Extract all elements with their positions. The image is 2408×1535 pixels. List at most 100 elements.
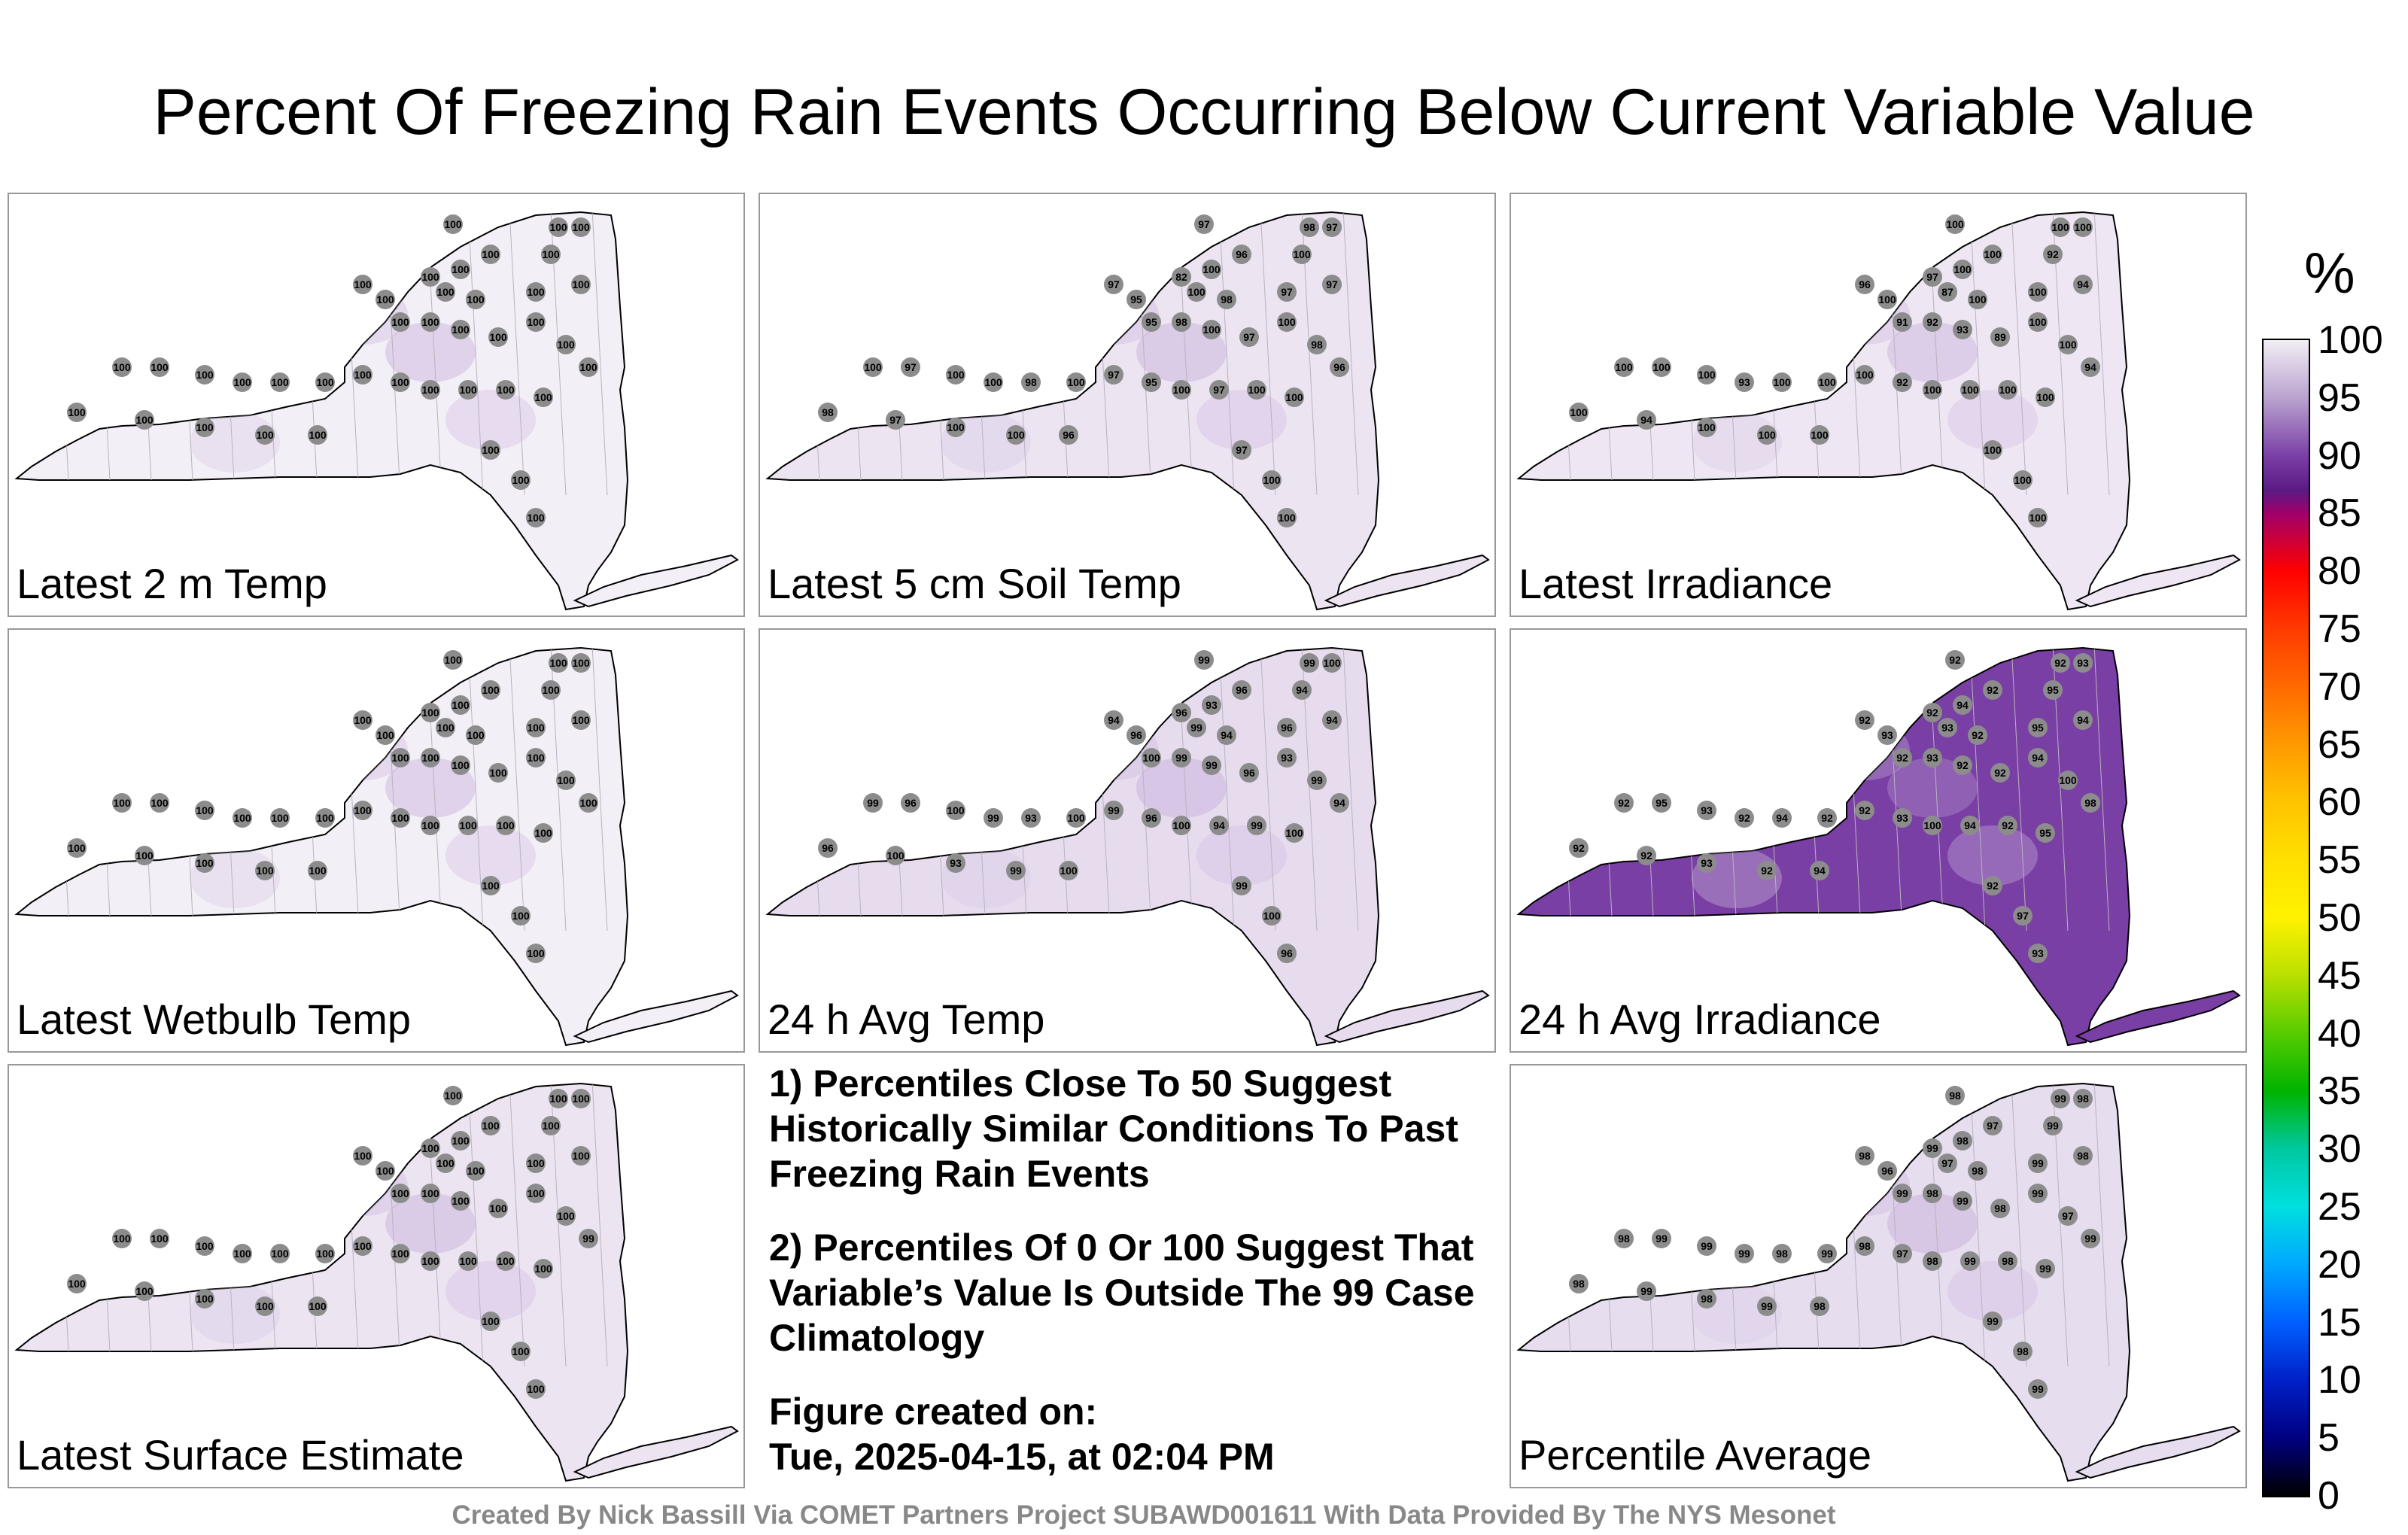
shading-region bbox=[1887, 1193, 1978, 1254]
station-marker bbox=[308, 1296, 327, 1316]
station-marker bbox=[1247, 380, 1266, 400]
station-marker bbox=[443, 214, 463, 234]
station-marker bbox=[315, 372, 335, 392]
station-marker bbox=[1330, 357, 1349, 377]
station-value: 92 bbox=[1972, 729, 1984, 741]
station-marker bbox=[2028, 748, 2048, 768]
state-map: 100 100 100 100 100 100 100 100 100 100 100 100 100 1… bbox=[14, 646, 739, 1047]
state-outline bbox=[1516, 1082, 2131, 1482]
station-value: 100 bbox=[256, 1300, 274, 1312]
station-marker bbox=[1614, 1229, 1634, 1248]
station-marker bbox=[1757, 861, 1777, 880]
station-value: 100 bbox=[497, 819, 515, 831]
station-marker bbox=[2073, 1146, 2093, 1166]
station-value: 92 bbox=[2002, 819, 2014, 831]
station-value: 100 bbox=[354, 714, 372, 726]
station-marker bbox=[1990, 1199, 2010, 1218]
station-marker bbox=[1960, 1251, 1980, 1271]
station-value: 99 bbox=[2047, 1120, 2059, 1132]
station-value: 100 bbox=[557, 774, 575, 786]
station-value: 100 bbox=[1202, 263, 1221, 275]
station-marker bbox=[1292, 680, 1312, 700]
shading-region bbox=[1136, 758, 1227, 818]
station-marker bbox=[2058, 335, 2078, 354]
colorbar-segment bbox=[2264, 860, 2309, 918]
station-value: 100 bbox=[271, 1248, 289, 1260]
station-marker bbox=[1983, 1116, 2002, 1135]
station-value: 100 bbox=[1652, 361, 1671, 373]
station-marker bbox=[1735, 372, 1754, 392]
station-marker bbox=[2043, 680, 2063, 700]
station-value: 89 bbox=[1994, 331, 2006, 343]
station-marker bbox=[1810, 861, 1829, 880]
station-value: 100 bbox=[316, 1248, 334, 1260]
station-value: 100 bbox=[1067, 376, 1085, 388]
station-marker bbox=[481, 680, 500, 700]
station-value: 99 bbox=[1956, 1195, 1969, 1207]
colorbar-segment bbox=[2264, 918, 2309, 976]
station-marker bbox=[1300, 653, 1319, 673]
long-island-outline bbox=[2075, 989, 2241, 1044]
station-value: 98 bbox=[1972, 1165, 1984, 1177]
station-value: 98 bbox=[2077, 1093, 2089, 1105]
station-marker bbox=[1998, 1251, 2017, 1271]
station-value: 100 bbox=[309, 1300, 327, 1312]
state-outline bbox=[1516, 211, 2131, 611]
station-marker bbox=[481, 1116, 500, 1135]
colorbar-segment bbox=[2264, 802, 2309, 861]
station-marker bbox=[2051, 217, 2070, 237]
station-marker bbox=[2058, 771, 2078, 790]
station-value: 96 bbox=[1236, 248, 1248, 260]
station-marker bbox=[579, 1229, 598, 1248]
station-marker bbox=[421, 1138, 440, 1158]
station-marker bbox=[1277, 718, 1297, 737]
station-marker bbox=[135, 1281, 154, 1301]
station-value: 100 bbox=[1263, 910, 1281, 922]
station-value: 100 bbox=[1878, 293, 1896, 305]
station-marker bbox=[946, 418, 965, 437]
station-value: 96 bbox=[1243, 767, 1255, 779]
station-marker bbox=[511, 470, 531, 490]
station-value: 100 bbox=[534, 827, 552, 839]
station-value: 94 bbox=[2077, 278, 2089, 290]
station-value: 100 bbox=[233, 376, 251, 388]
station-marker bbox=[391, 748, 410, 768]
station-value: 99 bbox=[1987, 1315, 1999, 1327]
station-value: 92 bbox=[1761, 865, 1773, 877]
station-value: 100 bbox=[354, 804, 372, 816]
station-value: 100 bbox=[1060, 865, 1078, 877]
station-marker bbox=[195, 801, 214, 820]
station-marker bbox=[1923, 1138, 1942, 1158]
station-marker bbox=[150, 793, 169, 813]
colorbar-segment bbox=[2264, 571, 2309, 629]
station-marker bbox=[1855, 275, 1874, 294]
station-marker bbox=[1968, 290, 1987, 309]
station-marker bbox=[1652, 357, 1671, 377]
station-marker bbox=[1938, 718, 1957, 737]
station-marker bbox=[135, 410, 154, 430]
station-value: 97 bbox=[1108, 278, 1120, 290]
created-date: Tue, 2025-04-15, at 02:04 PM bbox=[769, 1436, 1275, 1478]
station-value: 100 bbox=[1698, 369, 1716, 381]
station-value: 96 bbox=[1145, 812, 1157, 824]
station-marker bbox=[526, 1184, 546, 1203]
county-line bbox=[2093, 212, 2110, 496]
station-marker bbox=[496, 380, 515, 400]
station-value: 100 bbox=[1278, 316, 1296, 328]
station-value: 95 bbox=[1655, 797, 1668, 809]
colorbar-segment bbox=[2264, 744, 2309, 803]
station-value: 99 bbox=[867, 797, 879, 809]
station-marker bbox=[1059, 861, 1078, 880]
state-outline bbox=[14, 211, 629, 611]
station-value: 100 bbox=[549, 1093, 567, 1105]
station-marker bbox=[1322, 275, 1342, 294]
station-marker bbox=[984, 808, 1003, 828]
station-value: 100 bbox=[572, 1093, 590, 1105]
station-marker bbox=[353, 1236, 372, 1256]
station-value: 100 bbox=[1856, 369, 1874, 381]
station-marker bbox=[451, 320, 470, 339]
station-marker bbox=[1172, 267, 1191, 287]
shading-region bbox=[1887, 322, 1978, 382]
station-marker bbox=[534, 388, 553, 407]
station-value: 100 bbox=[534, 391, 552, 403]
